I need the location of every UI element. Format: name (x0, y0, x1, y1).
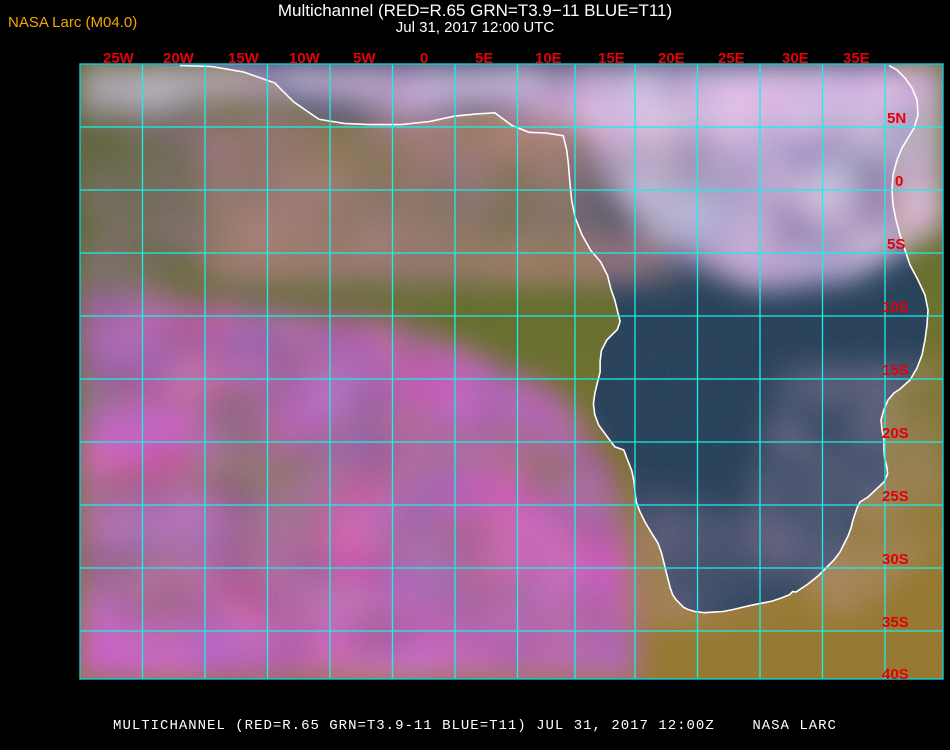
svg-text:5W: 5W (353, 50, 376, 67)
svg-text:0: 0 (420, 50, 428, 67)
svg-text:25W: 25W (103, 50, 135, 67)
svg-text:20E: 20E (658, 50, 685, 67)
svg-text:5E: 5E (475, 50, 493, 67)
svg-text:10W: 10W (289, 50, 321, 67)
svg-text:0: 0 (895, 173, 903, 190)
svg-text:15E: 15E (598, 50, 625, 67)
svg-text:15S: 15S (882, 362, 909, 379)
svg-text:10E: 10E (535, 50, 562, 67)
svg-text:20S: 20S (882, 425, 909, 442)
svg-text:30E: 30E (782, 50, 809, 67)
svg-text:5N: 5N (887, 110, 906, 127)
svg-text:25S: 25S (882, 488, 909, 505)
svg-text:15W: 15W (228, 50, 260, 67)
svg-text:5S: 5S (887, 236, 905, 253)
svg-text:35S: 35S (882, 614, 909, 631)
svg-text:35E: 35E (843, 50, 870, 67)
svg-text:10S: 10S (882, 299, 909, 316)
svg-text:40S: 40S (882, 666, 909, 683)
svg-text:20W: 20W (163, 50, 195, 67)
svg-text:25E: 25E (718, 50, 745, 67)
svg-text:30S: 30S (882, 551, 909, 568)
